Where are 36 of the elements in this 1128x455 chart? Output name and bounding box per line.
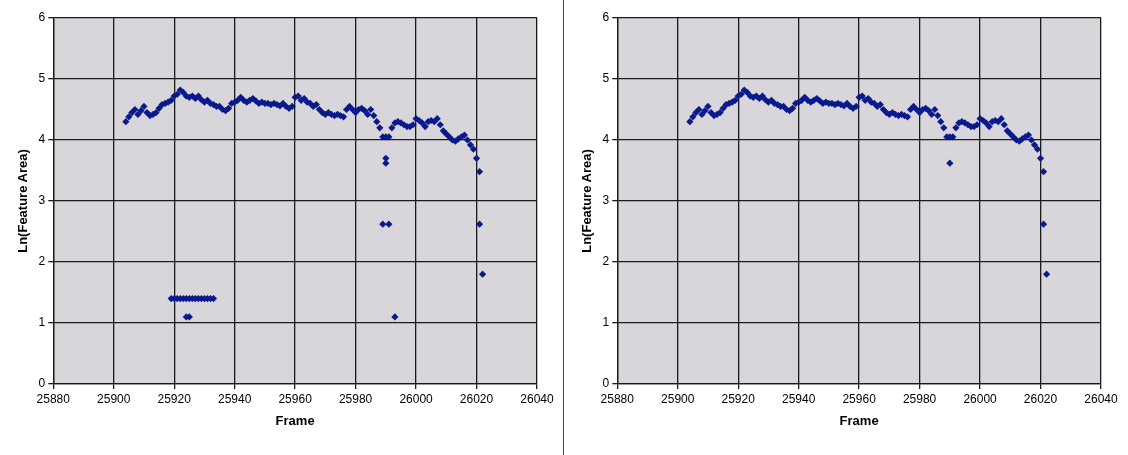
x-tick-label: 26020 [1023, 391, 1058, 406]
y-axis-title: Ln(Feature Area) [15, 149, 31, 253]
y-axis-title: Ln(Feature Area) [579, 149, 595, 253]
x-tick-label: 26040 [1084, 391, 1119, 406]
y-tick-label: 2 [602, 254, 610, 269]
x-tick-label: 26000 [963, 391, 998, 406]
x-tick-label: 26020 [459, 391, 494, 406]
x-tick-label: 26040 [520, 391, 555, 406]
x-tick-label: 26000 [399, 391, 434, 406]
y-tick-label: 3 [38, 193, 46, 208]
x-tick-label: 25920 [721, 391, 756, 406]
x-axis-title: Frame [275, 412, 315, 428]
y-tick-label: 5 [602, 71, 610, 86]
y-tick-label: 0 [602, 376, 610, 391]
x-tick-label: 25920 [157, 391, 192, 406]
y-tick-label: 2 [38, 254, 46, 269]
x-tick-label: 25940 [217, 391, 252, 406]
y-tick-label: 5 [38, 71, 46, 86]
y-tick-label: 4 [602, 132, 610, 147]
y-tick-label: 0 [38, 376, 46, 391]
x-tick-label: 25960 [278, 391, 313, 406]
x-tick-label: 25960 [842, 391, 877, 406]
x-tick-label: 25880 [600, 391, 635, 406]
y-tick-label: 1 [602, 315, 610, 330]
x-tick-label: 25900 [97, 391, 131, 406]
y-tick-label: 3 [602, 193, 610, 208]
x-tick-label: 25980 [338, 391, 373, 406]
y-tick-label: 6 [38, 10, 46, 25]
x-tick-label: 25900 [661, 391, 695, 406]
x-tick-label: 25980 [902, 391, 937, 406]
x-tick-label: 25940 [781, 391, 816, 406]
x-axis-title: Frame [839, 412, 879, 428]
y-tick-label: 4 [38, 132, 46, 147]
x-tick-label: 25880 [36, 391, 71, 406]
y-tick-label: 6 [602, 10, 610, 25]
y-tick-label: 1 [38, 315, 46, 330]
